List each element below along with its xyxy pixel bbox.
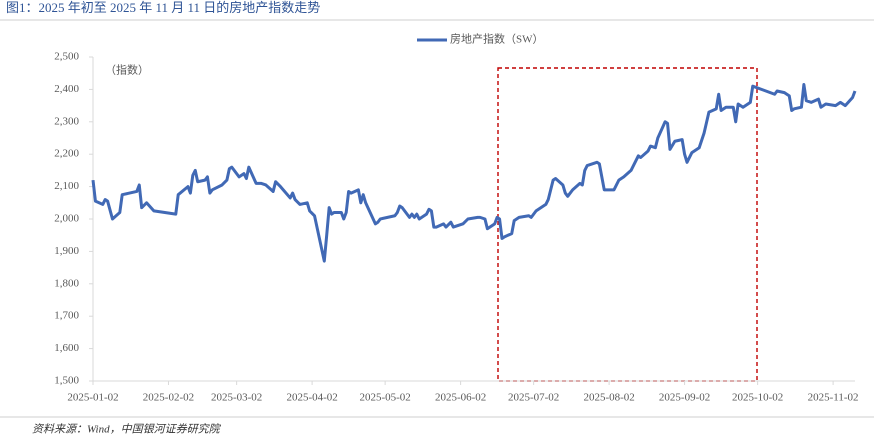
y-tick-label: 2,100 xyxy=(54,180,79,192)
y-tick-label: 2,500 xyxy=(54,51,79,63)
y-tick-label: 2,300 xyxy=(54,115,79,127)
highlight-box xyxy=(497,67,758,382)
x-tick-label: 2025-07-02 xyxy=(508,392,559,404)
x-tick-label: 2025-11-02 xyxy=(808,392,859,404)
source-note: 资料来源：Wind，中国银河证券研究院 xyxy=(32,423,222,436)
y-unit-label: （指数） xyxy=(105,63,149,77)
y-tick-label: 2,000 xyxy=(54,213,79,225)
chart-title: 图1：2025 年初至 2025 年 11 月 11 日的房地产指数走势 xyxy=(6,0,320,15)
x-tick-label: 2025-04-02 xyxy=(286,392,337,404)
legend-label: 房地产指数（SW） xyxy=(450,32,544,46)
series-line xyxy=(91,83,857,263)
y-tick-label: 1,900 xyxy=(54,245,79,257)
x-tick-label: 2025-08-02 xyxy=(583,392,634,404)
x-tick-label: 2025-10-02 xyxy=(732,392,783,404)
y-tick-label: 1,500 xyxy=(54,375,79,387)
y-tick-label: 2,200 xyxy=(54,148,79,160)
x-tick-label: 2025-02-02 xyxy=(143,392,194,404)
x-tick-label: 2025-01-02 xyxy=(67,392,118,404)
x-tick-label: 2025-09-02 xyxy=(659,392,710,404)
y-tick-label: 1,800 xyxy=(54,277,79,289)
x-tick-label: 2025-06-02 xyxy=(435,392,486,404)
y-tick-label: 2,400 xyxy=(54,83,79,95)
x-tick-label: 2025-05-02 xyxy=(359,392,410,404)
x-tick-label: 2025-03-02 xyxy=(211,392,262,404)
y-tick-label: 1,600 xyxy=(54,342,79,354)
y-tick-label: 1,700 xyxy=(54,310,79,322)
